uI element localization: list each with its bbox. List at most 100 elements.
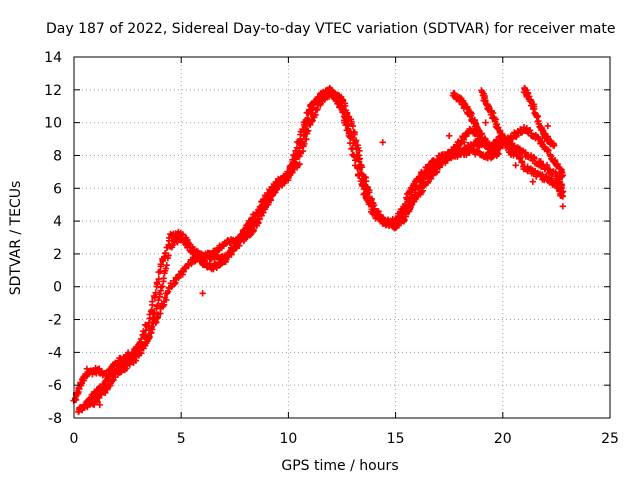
data-point-track-c bbox=[155, 296, 162, 304]
y-tick-label: 6 bbox=[53, 181, 62, 197]
data-point-track-c bbox=[147, 324, 155, 332]
data-point-track-c bbox=[402, 200, 409, 208]
data-point-track-d bbox=[494, 149, 501, 156]
data-point-track-a bbox=[160, 253, 168, 261]
data-point-track-b bbox=[305, 127, 312, 134]
data-point-track-c bbox=[344, 125, 352, 132]
data-point-track-c bbox=[354, 165, 361, 172]
x-tick-label: 10 bbox=[279, 431, 297, 447]
data-point-track-d bbox=[486, 141, 493, 149]
y-tick-label: 0 bbox=[53, 280, 62, 296]
data-point-track-d bbox=[495, 150, 502, 158]
data-point-track-a bbox=[151, 294, 158, 301]
data-point-track-c bbox=[160, 275, 167, 282]
data-point-track-c bbox=[375, 212, 382, 219]
data-point-track-c bbox=[260, 209, 267, 216]
data-point-track-c bbox=[162, 265, 170, 272]
x-tick-label: 15 bbox=[387, 431, 405, 447]
y-tick-label: -6 bbox=[48, 378, 62, 394]
x-tick-label: 5 bbox=[177, 431, 186, 447]
data-point-track-c bbox=[554, 161, 561, 168]
data-point-track-c bbox=[185, 240, 192, 248]
data-point-track-c bbox=[356, 172, 363, 179]
data-point-track-c bbox=[348, 145, 355, 153]
y-tick-label: 12 bbox=[44, 83, 62, 99]
data-point-track-c bbox=[339, 109, 346, 116]
y-tick-label: 4 bbox=[53, 214, 62, 230]
data-point-outliers bbox=[424, 168, 431, 176]
data-point-track-c bbox=[261, 206, 269, 213]
data-point-outliers bbox=[321, 96, 329, 103]
data-point-track-c bbox=[240, 236, 248, 243]
data-point-track-c bbox=[457, 139, 465, 147]
data-point-track-a bbox=[76, 385, 83, 392]
data-point-track-c bbox=[292, 147, 299, 155]
data-point-track-c bbox=[342, 121, 349, 129]
data-point-track-c bbox=[559, 171, 567, 179]
data-point-track-c bbox=[250, 226, 257, 233]
y-tick-label: 8 bbox=[53, 148, 62, 164]
data-point-track-c bbox=[154, 302, 161, 309]
data-point-track-c bbox=[367, 201, 374, 208]
data-point-track-c bbox=[163, 261, 170, 269]
data-point-track-e bbox=[495, 124, 502, 131]
data-point-track-c bbox=[146, 334, 153, 341]
data-point-track-c bbox=[165, 252, 172, 259]
data-point-track-b bbox=[518, 159, 526, 166]
data-point-track-c bbox=[545, 147, 552, 154]
data-point-outliers bbox=[461, 139, 468, 146]
data-point-track-c bbox=[299, 125, 306, 133]
data-point-track-c bbox=[291, 153, 298, 160]
data-point-track-c bbox=[293, 144, 301, 151]
data-point-track-c bbox=[346, 134, 354, 141]
data-point-track-c bbox=[255, 219, 262, 226]
data-point-track-a bbox=[210, 265, 217, 273]
data-point-track-a bbox=[153, 279, 161, 286]
data-point-track-f bbox=[535, 117, 542, 125]
data-point-track-b bbox=[164, 288, 172, 295]
data-point-track-a bbox=[152, 289, 159, 296]
data-point-track-c bbox=[337, 102, 344, 109]
data-point-track-a bbox=[137, 335, 145, 343]
data-point-track-e bbox=[510, 152, 517, 159]
data-point-track-c bbox=[256, 216, 263, 223]
data-point-outliers bbox=[529, 178, 537, 185]
data-point-track-b bbox=[303, 136, 310, 143]
axis-ticks bbox=[73, 56, 611, 419]
data-point-track-c bbox=[289, 156, 296, 163]
y-tick-label: 14 bbox=[44, 50, 62, 66]
data-point-track-c bbox=[462, 133, 469, 140]
data-point-track-b bbox=[182, 265, 190, 272]
data-point-track-c bbox=[349, 144, 356, 152]
data-point-track-b bbox=[301, 140, 308, 148]
data-point-outliers bbox=[446, 132, 453, 139]
data-point-track-c bbox=[346, 139, 354, 147]
data-point-track-c bbox=[193, 247, 201, 255]
data-point-track-c bbox=[394, 212, 402, 220]
data-point-track-b bbox=[296, 160, 303, 168]
data-point-track-b bbox=[217, 256, 224, 263]
data-point-track-c bbox=[300, 121, 308, 129]
data-point-track-f bbox=[551, 142, 558, 149]
data-point-outliers bbox=[199, 290, 206, 297]
data-point-track-c bbox=[328, 86, 335, 94]
y-tick-label: -2 bbox=[48, 313, 62, 329]
y-axis-label: SDTVAR / TECUs bbox=[8, 181, 24, 296]
data-point-track-c bbox=[91, 401, 98, 408]
data-point-track-c bbox=[427, 162, 434, 170]
data-point-outliers bbox=[379, 139, 386, 146]
data-point-track-e bbox=[482, 97, 489, 104]
data-point-track-b bbox=[517, 154, 524, 161]
x-tick-label: 0 bbox=[70, 431, 79, 447]
data-point-track-c bbox=[526, 127, 534, 134]
data-points bbox=[70, 84, 567, 416]
x-tick-label: 20 bbox=[494, 431, 512, 447]
data-point-track-c bbox=[361, 190, 368, 197]
x-tick-labels: 0 5 10 15 20 25 bbox=[70, 431, 619, 447]
data-point-track-b bbox=[559, 193, 567, 200]
data-point-track-c bbox=[290, 151, 297, 159]
data-point-track-c bbox=[442, 154, 449, 161]
data-point-track-c bbox=[159, 283, 166, 290]
data-point-track-c bbox=[351, 152, 358, 160]
